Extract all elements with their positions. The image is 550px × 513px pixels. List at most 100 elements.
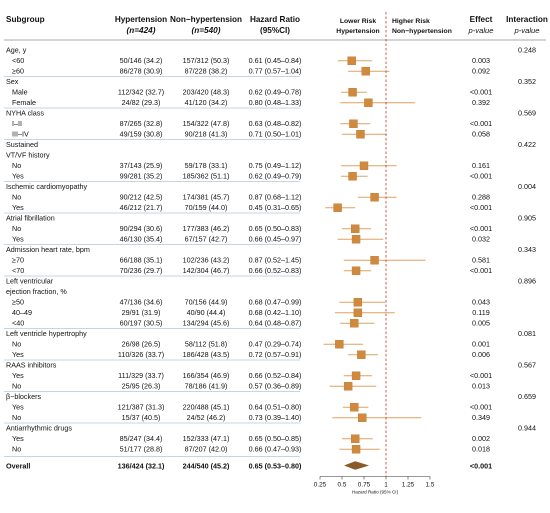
hazard-ratio-text: 0.47 (0.29–0.74) <box>249 340 302 349</box>
non-hypertension-events: 90/218 (41.3) <box>185 130 228 139</box>
hazard-ratio-text: 0.45 (0.31–0.65) <box>249 203 302 212</box>
subgroup-label: III–IV <box>12 130 29 139</box>
hazard-ratio-text: 0.57 (0.36–0.89) <box>249 382 302 391</box>
hazard-ratio-text: 0.71 (0.50–1.01) <box>249 130 302 139</box>
x-tick-label: 0.75 <box>358 482 371 489</box>
hypertension-events: 110/326 (33.7) <box>118 350 164 359</box>
hazard-ratio-text: 0.64 (0.51–0.80) <box>249 403 302 412</box>
subgroup-label: Yes <box>12 350 24 359</box>
hr-marker <box>351 371 361 380</box>
group-row: Age, y 0.248 <box>6 46 536 55</box>
non-hypertension-events: 87/228 (38.2) <box>185 67 228 76</box>
group-row: VT/VF history <box>6 151 50 160</box>
effect-p-value: 0.001 <box>472 340 490 349</box>
subgroup-label: No <box>12 445 21 454</box>
effect-p-value: 0.392 <box>472 98 490 107</box>
non-hypertension-events: 166/354 (46.9) <box>183 371 230 380</box>
overall-row: Overall 136/424 (32.1) 244/540 (45.2) 0.65 … <box>6 461 492 471</box>
subgroup-row: Yes 85/247 (34.4) 152/333 (47.1) 0.65 (0.50… <box>12 434 490 443</box>
hypertension-events: 85/247 (34.4) <box>120 434 163 443</box>
hypertension-events: 60/197 (30.5) <box>120 319 163 328</box>
subgroup-row: No 15/37 (40.5) 24/52 (46.2) 0.73 (0.39–1.4… <box>12 413 490 422</box>
subgroup-label: I–II <box>12 119 22 128</box>
interaction-p-value: 0.343 <box>518 245 536 254</box>
header-lower-risk-group: Hypertension <box>336 28 379 35</box>
hr-marker <box>350 319 359 328</box>
interaction-p-value: 0.422 <box>518 140 536 149</box>
x-tick-label: 1.25 <box>402 482 415 489</box>
effect-p-value: <0.001 <box>470 403 492 412</box>
subgroup-row: No 25/95 (26.3) 78/186 (41.9) 0.57 (0.36–0.… <box>12 382 490 391</box>
header-effect-p: p-value <box>468 26 494 35</box>
interaction-p-value: 0.896 <box>518 277 536 286</box>
group-row: Ischemic cardiomyopathy 0.004 <box>4 181 536 191</box>
hazard-ratio-text: 0.73 (0.39–1.40) <box>249 413 302 422</box>
effect-p-value: 0.043 <box>472 298 490 307</box>
group-row: β−blockers 0.659 <box>4 391 536 401</box>
header-interaction: Interaction <box>506 15 548 24</box>
non-hypertension-events: 152/333 (47.1) <box>183 434 230 443</box>
hypertension-events: 112/342 (32.7) <box>118 88 164 97</box>
hr-marker <box>349 119 358 128</box>
non-hypertension-events: 220/488 (45.1) <box>183 403 230 412</box>
hr-marker <box>348 172 357 181</box>
effect-p-value: 0.003 <box>472 56 490 65</box>
subgroup-label: ≥70 <box>12 256 24 265</box>
hazard-ratio-text: 0.68 (0.47–0.99) <box>249 298 302 307</box>
hypertension-events: 121/387 (31.3) <box>118 403 165 412</box>
effect-p-value: <0.001 <box>470 266 492 275</box>
hazard-ratio-text: 0.80 (0.48–1.33) <box>249 98 302 107</box>
hr-marker <box>350 403 359 412</box>
hazard-ratio-text: 0.62 (0.49–0.79) <box>249 172 302 181</box>
group-label: Age, y <box>6 46 27 55</box>
group-label: NYHA class <box>6 109 44 118</box>
group-row: Sex 0.352 <box>4 76 536 86</box>
non-hypertension-events: 70/159 (44.0) <box>185 203 228 212</box>
non-hypertension-events: 185/362 (51.1) <box>183 172 230 181</box>
x-tick-label: 0.25 <box>314 482 327 489</box>
interaction-p-value: 0.248 <box>518 46 536 55</box>
group-row: Left ventricular 0.896 <box>4 275 536 286</box>
group-label: Sex <box>6 77 19 86</box>
subgroup-label: No <box>12 382 21 391</box>
hazard-ratio-text: 0.77 (0.57–1.04) <box>249 67 302 76</box>
subgroup-label: Yes <box>12 371 24 380</box>
hypertension-events: 51/177 (28.8) <box>120 445 163 454</box>
hypertension-events: 50/146 (34.2) <box>120 56 163 65</box>
group-row: NYHA class 0.569 <box>4 107 536 118</box>
group-row: Atrial fibrillation 0.905 <box>4 212 536 223</box>
hr-marker <box>356 130 365 139</box>
subgroup-row: No 37/143 (25.9) 59/178 (33.1) 0.75 (0.49–1… <box>12 161 490 170</box>
subgroup-label: ≥60 <box>12 67 24 76</box>
interaction-p-value: 0.569 <box>518 109 536 118</box>
effect-p-value: <0.001 <box>470 88 492 97</box>
subgroup-row: Yes 110/326 (33.7) 186/428 (43.5) 0.72 (0.5… <box>12 350 490 359</box>
hazard-ratio-text: 0.66 (0.52–0.84) <box>249 371 302 380</box>
overall-hazard-ratio-text: 0.65 (0.53–0.80) <box>249 462 302 471</box>
hr-marker <box>348 88 357 97</box>
group-label: Atrial fibrillation <box>6 214 55 223</box>
hr-marker <box>335 340 344 349</box>
hr-marker <box>351 434 360 443</box>
effect-p-value: 0.018 <box>472 445 490 454</box>
subgroup-row: Male 112/342 (32.7) 203/420 (48.3) 0.62 (0.… <box>12 88 492 97</box>
non-hypertension-events: 58/112 (51.8) <box>185 340 227 349</box>
x-tick-label: 1 <box>384 482 388 489</box>
hazard-ratio-text: 0.65 (0.50–0.85) <box>249 434 302 443</box>
hazard-ratio-text: 0.87 (0.68–1.12) <box>249 193 302 202</box>
group-row: Sustained 0.422 <box>4 139 536 149</box>
header-hypertension: Hypertension <box>115 15 167 24</box>
subgroup-label: Female <box>12 98 36 107</box>
subgroup-row: Yes 99/281 (35.2) 185/362 (51.1) 0.62 (0.49… <box>12 172 492 181</box>
header-interaction-p: p-value <box>514 26 540 35</box>
non-hypertension-events: 174/381 (45.7) <box>183 193 230 202</box>
non-hypertension-events: 87/207 (42.0) <box>185 445 228 454</box>
interaction-p-value: 0.567 <box>518 361 536 370</box>
effect-p-value: <0.001 <box>470 203 492 212</box>
overall-effect-p-value: <0.001 <box>470 462 492 471</box>
effect-p-value: 0.002 <box>472 434 490 443</box>
subgroup-row: <60 50/146 (34.2) 157/312 (50.3) 0.61 (0.45… <box>12 56 490 65</box>
header-higher-risk: Higher Risk <box>392 18 430 25</box>
hazard-ratio-text: 0.63 (0.48–0.82) <box>249 119 302 128</box>
